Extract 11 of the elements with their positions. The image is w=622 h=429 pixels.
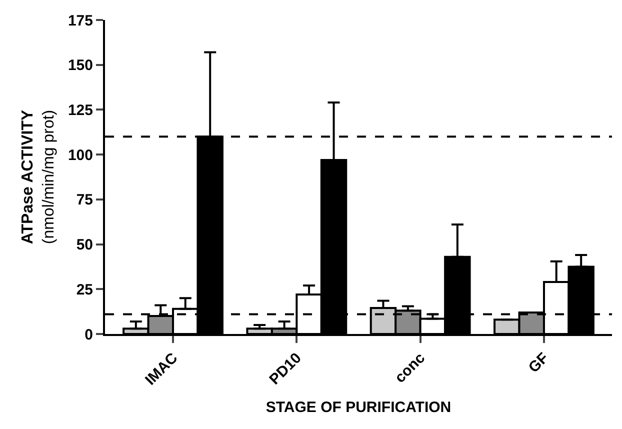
y-tick-label: 25 — [76, 281, 93, 298]
y-tick-label: 0 — [84, 326, 93, 344]
y-tick-label: 125 — [68, 102, 93, 119]
y-tick-label: 100 — [68, 146, 93, 164]
x-axis-title: STAGE OF PURIFICATION — [266, 399, 452, 416]
y-tick-label: 75 — [76, 192, 93, 209]
x-tick-label: GF — [525, 350, 552, 376]
y-tick-label: 150 — [68, 57, 93, 74]
y-tick-label: 50 — [76, 236, 93, 254]
y-tick-label: 175 — [68, 12, 93, 30]
y-axis-title: ATPase ACTIVITY (nmol/min/mg prot) — [20, 110, 58, 244]
